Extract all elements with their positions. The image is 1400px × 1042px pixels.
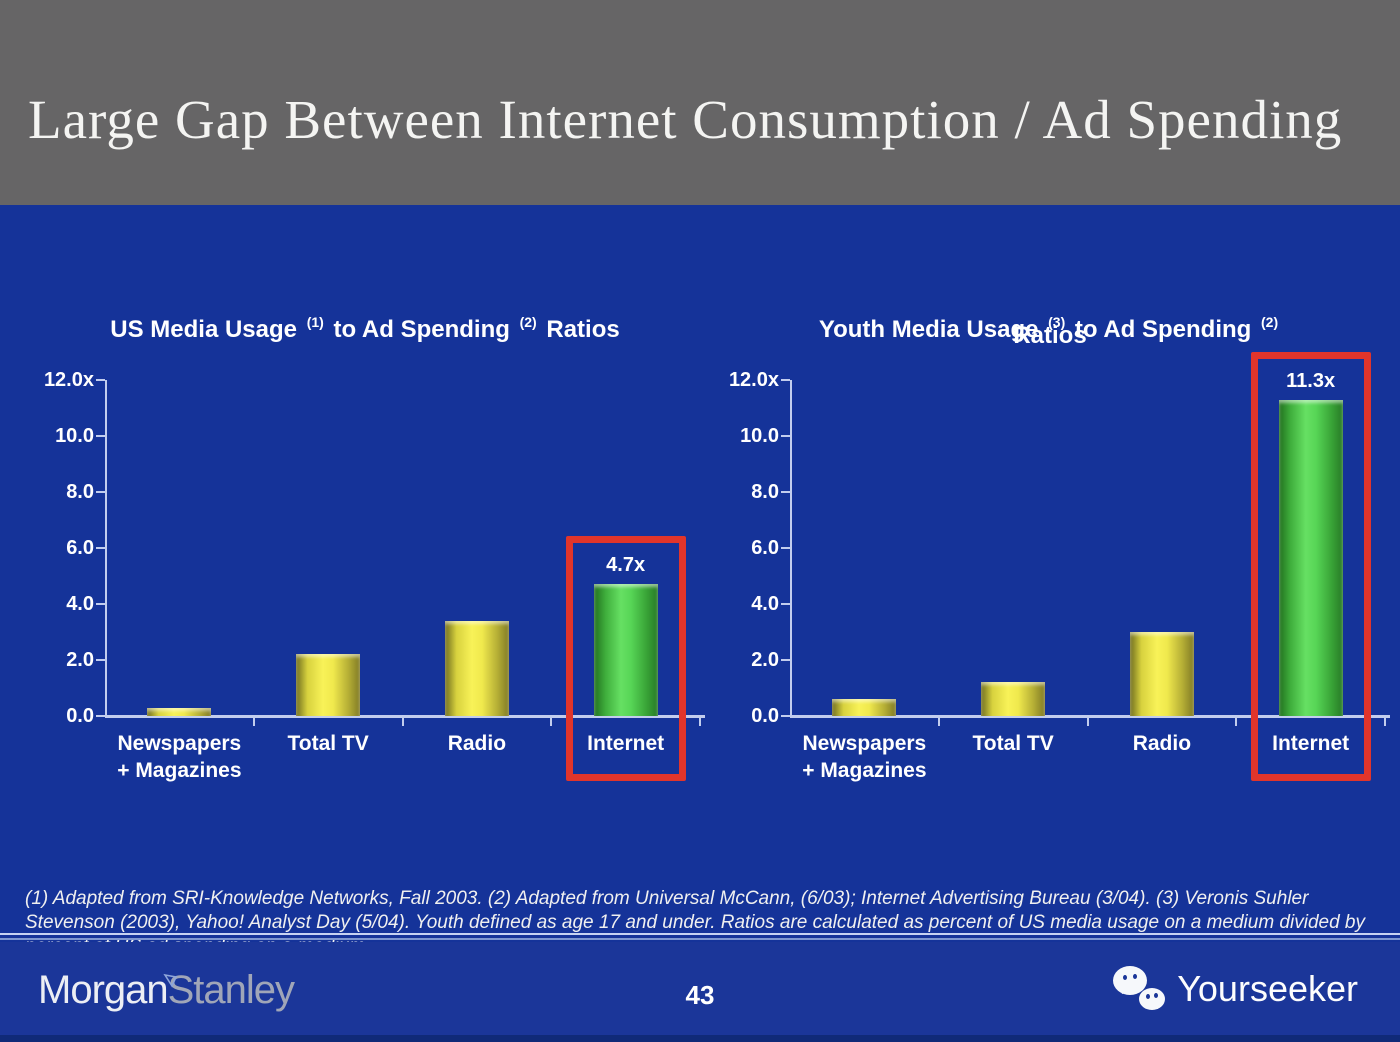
bar-internet [1278,400,1343,716]
y-tick-label: 6.0 [66,537,94,559]
title-superscript: (2) [519,313,537,330]
wechat-bubble-large [1113,966,1148,995]
y-tick-mark [781,435,790,437]
wechat-icon [1113,966,1167,1012]
x-label-total-tv: Total TV [972,732,1054,755]
bar-radio [1129,632,1194,716]
x-label-radio: Radio [447,732,507,755]
bar-newspapers-magazines [147,708,212,716]
y-tick-mark [96,547,105,549]
page-number: 43 [685,980,715,1010]
y-axis-labels: 12.0x 10.0 8.0 6.0 4.0 2.0 0.0 [30,369,94,727]
x-tick-mark [1235,718,1238,726]
y-tick-mark [96,379,105,381]
chart-title-text: US Media Usage [110,315,304,343]
bar-value-label: 4.7x [606,554,646,576]
y-tick-label: 8.0 [66,481,94,503]
x-axis-line [790,715,1390,718]
x-label-total-tv: Total TV [287,732,369,755]
y-tick-label: 2.0 [66,649,94,671]
chart-title-text: Youth Media Usage [818,315,1046,343]
x-axis-labels: Newspapers + Magazines Total TV Radio Intern… [105,730,700,790]
highlight-box-internet [565,536,686,781]
plot-area: 4.7x [96,379,705,726]
x-tick-mark [699,718,701,726]
chart-title-text: to Ad Spending [326,315,517,343]
chart-title-us: US Media Usage (1) to Ad Spending (2) Ra… [30,306,700,346]
highlight-box-internet [1250,352,1371,781]
slide-header-band: Large Gap Between Internet Consumption /… [0,0,1400,205]
y-tick-mark [781,491,790,493]
bar-value-label: 11.3x [1286,370,1336,392]
y-tick-label: 12.0x [43,369,94,391]
morgan-stanley-logo-part2: Stanley [167,968,295,1012]
y-tick-mark [96,659,105,661]
bar-internet [593,584,658,716]
y-tick-label: 6.0 [751,537,779,559]
x-tick-mark [550,718,553,726]
y-tick-label: 0.0 [751,705,779,727]
x-axis-labels: Newspapers + Magazines Total TV Radio Intern… [790,730,1385,790]
y-tick-label: 10.0 [55,425,94,447]
bar-radio [444,621,509,716]
separator-line-bottom [0,938,1400,940]
title-superscript: (2) [1261,313,1279,330]
bar-newspapers-magazines [832,699,897,716]
x-tick-mark [252,718,255,726]
y-tick-mark [781,659,790,661]
plot-area: 11.3x [781,370,1390,726]
x-label-radio: Radio [1132,732,1192,755]
y-tick-label: 8.0 [751,481,779,503]
separator-line-top [0,933,1400,935]
y-axis-labels: 12.0x 10.0 8.0 6.0 4.0 2.0 0.0 [715,369,779,727]
y-tick-label: 2.0 [751,649,779,671]
x-label-internet: Internet [587,732,665,755]
y-tick-mark [96,491,105,493]
footer-bar: MorganStanley 43 Yourseeker [0,942,1400,1042]
x-tick-mark [1384,718,1386,726]
x-tick-mark [937,718,940,726]
y-axis-line [790,380,792,718]
chart-title-youth: Youth Media Usage (3) to Ad Spending (2) [715,306,1385,346]
chart-title-text: to Ad Spending [1068,315,1258,343]
wechat-bubble-small [1139,988,1166,1010]
bar-total-tv [981,682,1046,716]
y-tick-label: 0.0 [66,705,94,727]
x-tick-mark [1086,718,1089,726]
x-tick-mark [401,718,404,726]
chart-us-media-usage: US Media Usage (1) to Ad Spending (2) Ra… [30,270,705,810]
slide-title: Large Gap Between Internet Consumption /… [28,89,1343,150]
title-superscript: (1) [306,313,324,330]
morgan-stanley-logo: MorganStanley [38,968,295,1013]
chart-title-text: Ratios [539,315,620,343]
y-tick-mark [781,379,790,381]
y-tick-label: 10.0 [740,425,779,447]
chart-title-youth-line2: Ratios [1013,322,1087,349]
x-label-newspapers-magazines: Newspapers + Magazines [117,732,242,782]
x-label-newspapers-magazines: Newspapers + Magazines [802,732,927,782]
y-tick-mark [96,435,105,437]
yourseeker-label: Yourseeker [1177,968,1358,1009]
y-tick-mark [781,603,790,605]
y-tick-mark [96,603,105,605]
x-axis-line [105,715,705,718]
y-tick-label: 12.0x [728,369,779,391]
title-superscript: (3) [1048,313,1066,330]
morgan-stanley-logo-part1: Morgan [38,968,169,1012]
footnote: (1) Adapted from SRI-Knowledge Networks,… [25,888,1365,957]
y-tick-label: 4.0 [66,593,94,615]
footer-bottom-edge [0,1035,1400,1042]
morgan-stanley-triangle-icon [162,955,180,1000]
y-axis-line [105,380,107,718]
yourseeker-brand: Yourseeker [1113,966,1358,1012]
y-tick-label: 4.0 [751,593,779,615]
y-tick-mark [781,715,790,717]
chart-youth-media-usage: Youth Media Usage (3) to Ad Spending (2)… [715,270,1390,810]
y-tick-mark [781,547,790,549]
bar-total-tv [296,654,361,716]
x-label-internet: Internet [1272,732,1350,755]
y-tick-mark [96,715,105,717]
